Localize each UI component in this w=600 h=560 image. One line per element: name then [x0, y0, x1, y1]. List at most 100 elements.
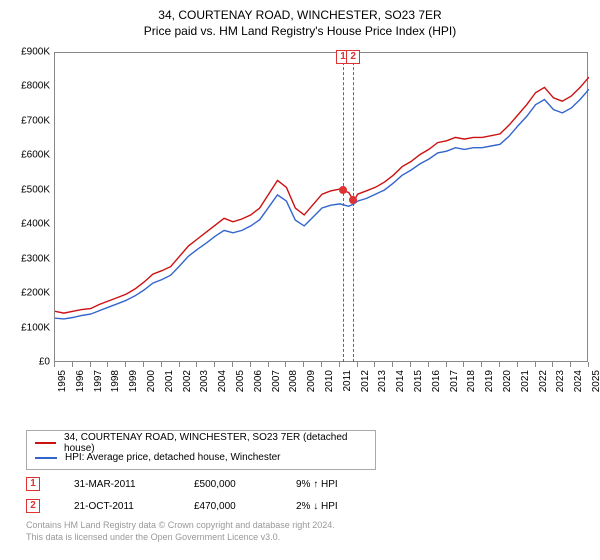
x-tick-label: 2022 [538, 370, 549, 392]
x-tick [517, 362, 518, 367]
legend: 34, COURTENAY ROAD, WINCHESTER, SO23 7ER… [26, 430, 376, 470]
x-tick-label: 2006 [253, 370, 264, 392]
x-tick [588, 362, 589, 367]
x-tick-label: 2001 [164, 370, 175, 392]
sale-vline [343, 52, 344, 362]
x-tick [161, 362, 162, 367]
x-tick [463, 362, 464, 367]
y-tick-label: £400K [21, 219, 50, 230]
x-tick-label: 2004 [217, 370, 228, 392]
x-tick [481, 362, 482, 367]
x-tick-label: 1997 [93, 370, 104, 392]
chart-title-line1: 34, COURTENAY ROAD, WINCHESTER, SO23 7ER [4, 8, 596, 22]
x-tick-label: 2021 [520, 370, 531, 392]
x-tick-label: 1998 [110, 370, 121, 392]
x-tick-label: 2010 [324, 370, 335, 392]
x-tick [535, 362, 536, 367]
x-tick [268, 362, 269, 367]
x-tick [285, 362, 286, 367]
x-tick [54, 362, 55, 367]
y-tick-label: £500K [21, 184, 50, 195]
y-tick-label: £900K [21, 47, 50, 58]
x-tick [374, 362, 375, 367]
x-tick [552, 362, 553, 367]
sale-row-price: £500,000 [194, 479, 262, 490]
footer-attribution: Contains HM Land Registry data © Crown c… [26, 520, 592, 543]
footer-line1: Contains HM Land Registry data © Crown c… [26, 520, 592, 532]
x-tick-label: 1995 [57, 370, 68, 392]
legend-swatch [35, 457, 57, 459]
legend-item: 34, COURTENAY ROAD, WINCHESTER, SO23 7ER… [35, 435, 367, 450]
x-tick-label: 2012 [360, 370, 371, 392]
x-tick-label: 2013 [377, 370, 388, 392]
x-tick-label: 2025 [591, 370, 600, 392]
x-tick-label: 2017 [449, 370, 460, 392]
sale-vline [353, 52, 354, 362]
chart-title-line2: Price paid vs. HM Land Registry's House … [4, 24, 596, 38]
x-tick [428, 362, 429, 367]
x-tick-label: 2019 [484, 370, 495, 392]
y-tick-label: £800K [21, 81, 50, 92]
y-tick-label: £200K [21, 288, 50, 299]
x-tick-label: 2005 [235, 370, 246, 392]
x-tick [196, 362, 197, 367]
x-tick [357, 362, 358, 367]
x-tick [232, 362, 233, 367]
sale-row-hpi-delta: 9% ↑ HPI [296, 479, 338, 490]
x-tick [214, 362, 215, 367]
x-tick-label: 2008 [288, 370, 299, 392]
x-tick-label: 2015 [413, 370, 424, 392]
y-tick-label: £300K [21, 253, 50, 264]
x-tick-label: 1996 [75, 370, 86, 392]
x-tick-label: 2000 [146, 370, 157, 392]
x-tick-label: 2020 [502, 370, 513, 392]
sale-marker-top: 2 [346, 50, 360, 64]
series-hpi [55, 89, 589, 319]
x-tick [321, 362, 322, 367]
sale-dot [349, 196, 357, 204]
sale-row: 221-OCT-2011£470,0002% ↓ HPI [26, 498, 596, 514]
x-tick-label: 2016 [431, 370, 442, 392]
x-tick [107, 362, 108, 367]
x-tick [446, 362, 447, 367]
series-property [55, 77, 589, 313]
legend-label: HPI: Average price, detached house, Winc… [65, 452, 281, 463]
x-tick [72, 362, 73, 367]
x-tick-label: 2003 [199, 370, 210, 392]
footer-line2: This data is licensed under the Open Gov… [26, 532, 592, 544]
x-tick-label: 2007 [271, 370, 282, 392]
x-tick-label: 2009 [306, 370, 317, 392]
legend-swatch [35, 442, 56, 444]
x-tick-label: 2024 [573, 370, 584, 392]
x-tick [499, 362, 500, 367]
x-tick [303, 362, 304, 367]
x-tick-label: 2018 [466, 370, 477, 392]
y-tick-label: £0 [39, 357, 50, 368]
x-tick [339, 362, 340, 367]
x-tick [392, 362, 393, 367]
x-tick-label: 1999 [128, 370, 139, 392]
x-tick-label: 2014 [395, 370, 406, 392]
x-tick-label: 2002 [182, 370, 193, 392]
x-tick [570, 362, 571, 367]
x-tick-label: 2011 [342, 370, 353, 392]
sale-row-date: 21-OCT-2011 [74, 501, 160, 512]
x-tick [143, 362, 144, 367]
x-tick [125, 362, 126, 367]
legend-label: 34, COURTENAY ROAD, WINCHESTER, SO23 7ER… [64, 432, 367, 454]
sale-row-marker: 1 [26, 477, 40, 491]
x-tick-label: 2023 [555, 370, 566, 392]
sale-dot [339, 186, 347, 194]
chart-area: £0 £100K £200K £300K £400K £500K £600K £700K £80… [4, 46, 596, 426]
x-tick [410, 362, 411, 367]
y-tick-label: £600K [21, 150, 50, 161]
x-tick [90, 362, 91, 367]
y-tick-label: £100K [21, 322, 50, 333]
sale-row: 1 31-MAR-2011 £500,000 9% ↑ HPI [26, 476, 596, 492]
sale-row-hpi-delta: 2% ↓ HPI [296, 501, 338, 512]
x-tick [179, 362, 180, 367]
y-tick-label: £700K [21, 115, 50, 126]
sale-row-date: 31-MAR-2011 [74, 479, 160, 490]
x-tick [250, 362, 251, 367]
plot-area [54, 52, 588, 362]
